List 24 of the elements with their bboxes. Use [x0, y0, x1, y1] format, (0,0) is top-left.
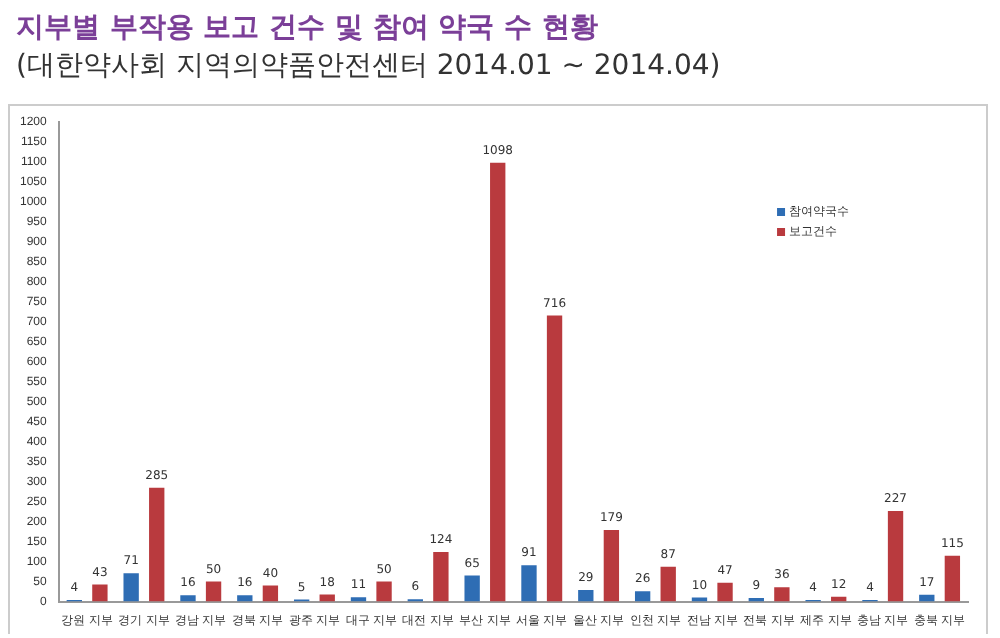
bar	[319, 594, 335, 602]
bar	[887, 510, 904, 602]
bar	[180, 595, 196, 602]
bar	[149, 487, 165, 602]
bar	[660, 566, 676, 602]
bar	[92, 584, 108, 602]
bar	[774, 587, 790, 602]
chart-subtitle: (대한약사회 지역의약품안전센터 2014.01 ~ 2014.04)	[16, 48, 721, 84]
bar	[546, 315, 563, 602]
bar	[464, 575, 480, 602]
bar	[262, 585, 279, 602]
bar	[944, 555, 961, 602]
bar	[578, 590, 594, 602]
bar	[521, 565, 537, 602]
bar	[205, 581, 222, 602]
bar	[123, 573, 139, 602]
chart-title: 지부별 부작용 보고 건수 및 참여 약국 수 현황	[16, 10, 598, 46]
bar	[717, 582, 733, 602]
bar	[376, 581, 392, 602]
bar	[433, 552, 449, 602]
bar	[237, 595, 253, 602]
bar	[634, 591, 651, 602]
bar	[603, 530, 620, 602]
bar	[490, 162, 506, 602]
